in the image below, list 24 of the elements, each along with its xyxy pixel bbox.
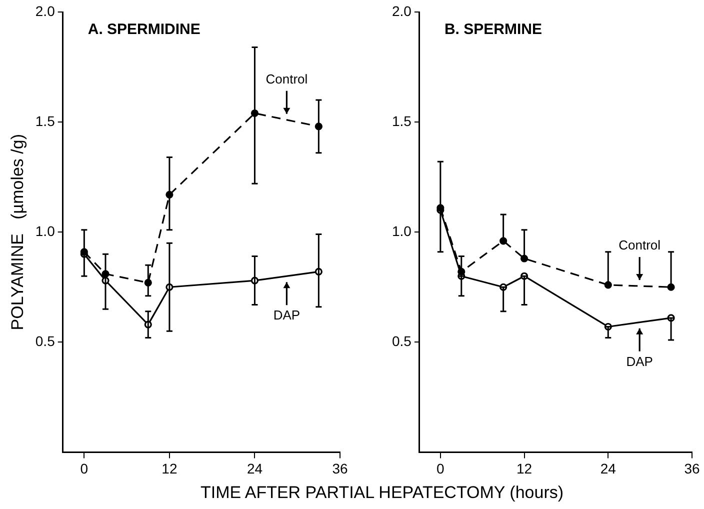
x-tick-label: 0 <box>436 460 445 476</box>
x-tick-label: 12 <box>516 460 532 476</box>
x-tick-label: 0 <box>80 460 88 476</box>
y-tick-label: 1.0 <box>35 222 56 239</box>
y-tick-label: 2.0 <box>35 2 56 19</box>
annotation: DAP <box>273 308 300 323</box>
y-tick-label: 1.5 <box>35 112 56 129</box>
text: B. SPERMINE <box>444 21 542 38</box>
y-tick-label: 2.0 <box>392 2 412 19</box>
x-tick-label: 36 <box>684 460 700 476</box>
text: A. SPERMIDINE <box>88 21 200 38</box>
annotation: Control <box>266 71 308 86</box>
y-tick-label: 0.5 <box>35 333 56 350</box>
y-tick-label: 0.5 <box>392 333 412 350</box>
x-axis-title: TIME AFTER PARTIAL HEPATECTOMY (hours) <box>199 482 565 504</box>
x-tick-label: 24 <box>246 460 263 476</box>
x-tick-label: 24 <box>600 460 616 476</box>
y-axis-title: POLYAMINE (µmoles /g) <box>8 134 27 330</box>
x-tick-label: 36 <box>332 460 348 476</box>
y-tick-label: 1.5 <box>392 112 412 129</box>
annotation: Control <box>618 238 661 253</box>
annotation: DAP <box>626 354 653 369</box>
x-tick-label: 12 <box>162 460 178 476</box>
y-tick-label: 1.0 <box>392 222 412 239</box>
